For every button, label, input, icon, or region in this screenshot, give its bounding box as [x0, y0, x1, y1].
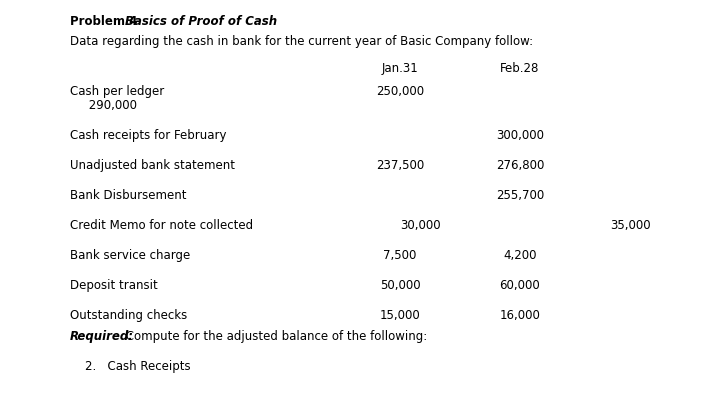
Text: Credit Memo for note collected: Credit Memo for note collected: [70, 219, 253, 232]
Text: 300,000: 300,000: [496, 129, 544, 142]
Text: Data regarding the cash in bank for the current year of Basic Company follow:: Data regarding the cash in bank for the …: [70, 35, 533, 48]
Text: 60,000: 60,000: [500, 279, 541, 292]
Text: 290,000: 290,000: [70, 99, 137, 112]
Text: 30,000: 30,000: [400, 219, 441, 232]
Text: Deposit transit: Deposit transit: [70, 279, 158, 292]
Text: 16,000: 16,000: [500, 309, 541, 322]
Text: 237,500: 237,500: [376, 159, 424, 172]
Text: Required:: Required:: [70, 330, 134, 343]
Text: 7,500: 7,500: [383, 249, 417, 262]
Text: Cash receipts for February: Cash receipts for February: [70, 129, 227, 142]
Text: Compute for the adjusted balance of the following:: Compute for the adjusted balance of the …: [122, 330, 427, 343]
Text: 50,000: 50,000: [379, 279, 420, 292]
Text: 276,800: 276,800: [496, 159, 544, 172]
Text: Bank service charge: Bank service charge: [70, 249, 190, 262]
Text: Basics of Proof of Cash: Basics of Proof of Cash: [125, 15, 277, 28]
Text: 255,700: 255,700: [496, 189, 544, 202]
Text: Outstanding checks: Outstanding checks: [70, 309, 187, 322]
Text: Feb.28: Feb.28: [500, 62, 540, 75]
Text: Jan.31: Jan.31: [382, 62, 418, 75]
Text: Cash per ledger: Cash per ledger: [70, 85, 164, 98]
Text: 15,000: 15,000: [379, 309, 420, 322]
Text: Unadjusted bank statement: Unadjusted bank statement: [70, 159, 235, 172]
Text: 2.   Cash Receipts: 2. Cash Receipts: [85, 360, 191, 373]
Text: 35,000: 35,000: [610, 219, 650, 232]
Text: Problem 4: Problem 4: [70, 15, 142, 28]
Text: 4,200: 4,200: [503, 249, 536, 262]
Text: Bank Disbursement: Bank Disbursement: [70, 189, 186, 202]
Text: 250,000: 250,000: [376, 85, 424, 98]
